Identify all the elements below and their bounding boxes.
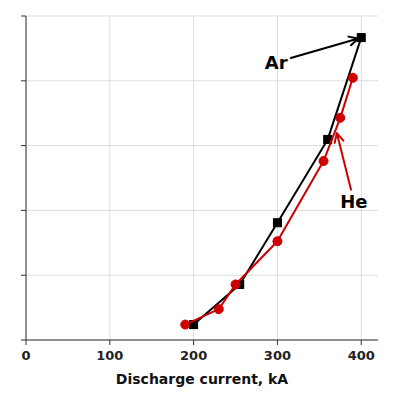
y-tick [21, 80, 26, 81]
point-marker [214, 305, 223, 314]
point-marker [273, 237, 282, 246]
y-tick [21, 340, 26, 341]
annotation-text: Ar [265, 52, 288, 73]
grid-line-y [26, 16, 378, 17]
chart: 0 100 200 300 400 Discharge current, kA Ar He [0, 0, 396, 396]
point-marker [273, 219, 281, 227]
point-marker [231, 280, 240, 289]
grid-line-x [361, 16, 362, 340]
grid-line-x [109, 16, 110, 340]
point-marker [348, 73, 357, 82]
x-axis-line [26, 340, 378, 341]
annotations: Ar He [265, 37, 368, 212]
x-tick-label: 300 [264, 348, 291, 363]
grid-line-y [26, 210, 378, 211]
x-tick [109, 340, 110, 345]
point-marker [181, 320, 190, 329]
x-tick-label: 0 [21, 348, 30, 363]
series [181, 73, 358, 329]
y-tick [21, 16, 26, 17]
series-line [185, 78, 353, 325]
grid-line-y [26, 80, 378, 81]
series-line [194, 38, 362, 325]
grid-line-y [26, 275, 378, 276]
point-marker [336, 113, 345, 122]
y-axis-line [26, 16, 27, 340]
y-tick [21, 145, 26, 146]
x-tick-label: 200 [180, 348, 207, 363]
grid-line-y [26, 340, 378, 341]
grid [26, 16, 378, 340]
x-axis-label: Discharge current, kA [116, 371, 288, 387]
grid-line-x [26, 16, 27, 340]
annotation-text: He [340, 191, 367, 212]
annotation-arrow [291, 37, 359, 58]
x-tick [193, 340, 194, 345]
series [190, 34, 366, 329]
x-tick-label: 100 [96, 348, 123, 363]
annotation-arrow [335, 133, 351, 190]
plot-area [181, 34, 366, 329]
axes: 0 100 200 300 400 [21, 16, 378, 363]
grid-line-x [193, 16, 194, 340]
y-tick [21, 210, 26, 211]
x-tick [277, 340, 278, 345]
x-tick [361, 340, 362, 345]
y-tick [21, 275, 26, 276]
x-tick [26, 340, 27, 345]
point-marker [319, 157, 328, 166]
x-tick-label: 400 [348, 348, 375, 363]
